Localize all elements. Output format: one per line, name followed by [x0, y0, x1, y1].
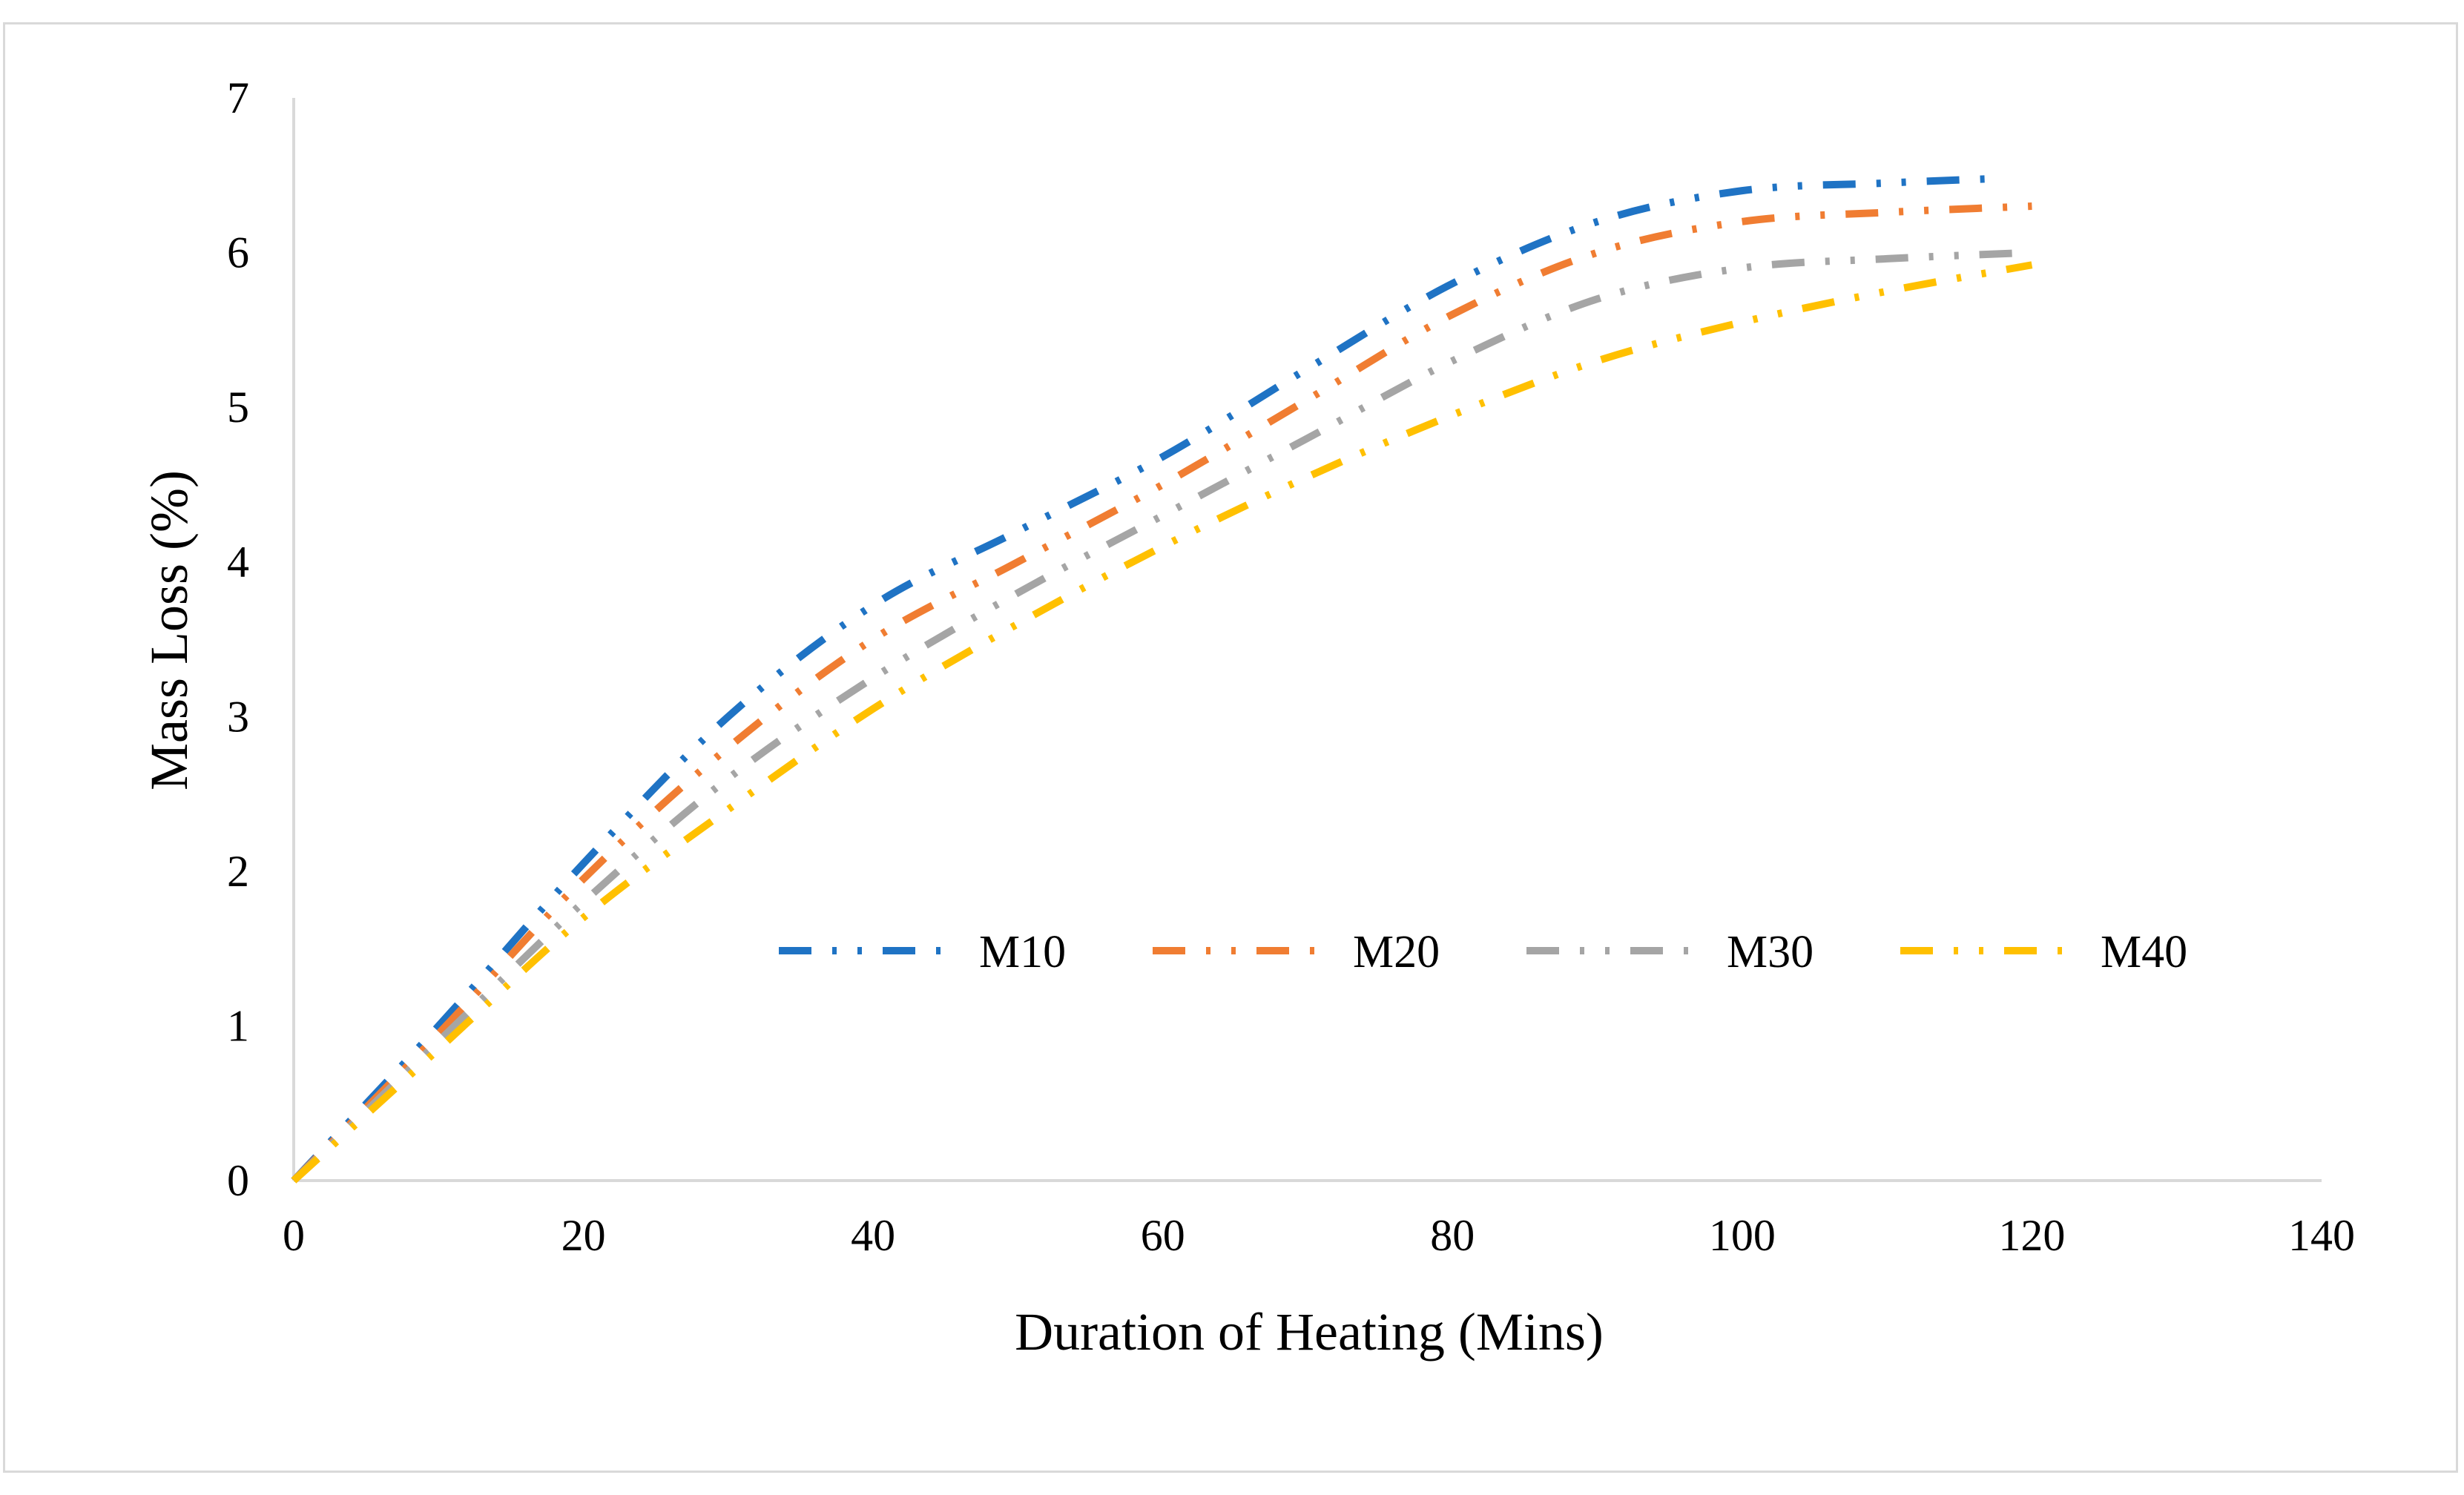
chart-frame	[3, 22, 2458, 1473]
y-tick-label: 4	[227, 538, 249, 587]
x-tick-label: 100	[1709, 1211, 1776, 1260]
y-tick-label: 1	[227, 1001, 249, 1050]
y-tick-label: 7	[227, 73, 249, 122]
legend-label-m40: M40	[2101, 927, 2187, 977]
series-line-m20	[291, 202, 2032, 1184]
x-tick-label: 60	[1141, 1211, 1185, 1260]
x-tick-label: 40	[851, 1211, 895, 1260]
series-line-m40	[291, 261, 2033, 1184]
legend-label-m10: M10	[979, 927, 1066, 977]
y-tick-label: 3	[227, 692, 249, 741]
y-tick-label: 5	[227, 383, 249, 432]
series-line-m10	[291, 174, 2003, 1184]
x-tick-label: 20	[561, 1211, 606, 1260]
x-tick-label: 0	[283, 1211, 305, 1260]
y-tick-label: 6	[227, 228, 249, 277]
y-axis-title: Mass Loss (%)	[139, 470, 199, 791]
x-tick-label: 80	[1430, 1211, 1475, 1260]
x-axis-title: Duration of Heating (Mins)	[1015, 1302, 1604, 1362]
x-tick-label: 120	[1998, 1211, 2065, 1260]
legend-label-m30: M30	[1727, 927, 1814, 977]
axes: 0 20 40 60 80 100 120 140 0 1 2 3 4 5 6 7	[227, 73, 2355, 1260]
y-tick-label: 2	[227, 847, 249, 896]
legend: M10 M20 M30 M40	[779, 927, 2187, 977]
legend-label-m20: M20	[1353, 927, 1440, 977]
series-line-m30	[291, 248, 2032, 1184]
series-layer	[291, 174, 2033, 1184]
x-tick-label: 140	[2288, 1211, 2355, 1260]
y-tick-label: 0	[227, 1156, 249, 1205]
